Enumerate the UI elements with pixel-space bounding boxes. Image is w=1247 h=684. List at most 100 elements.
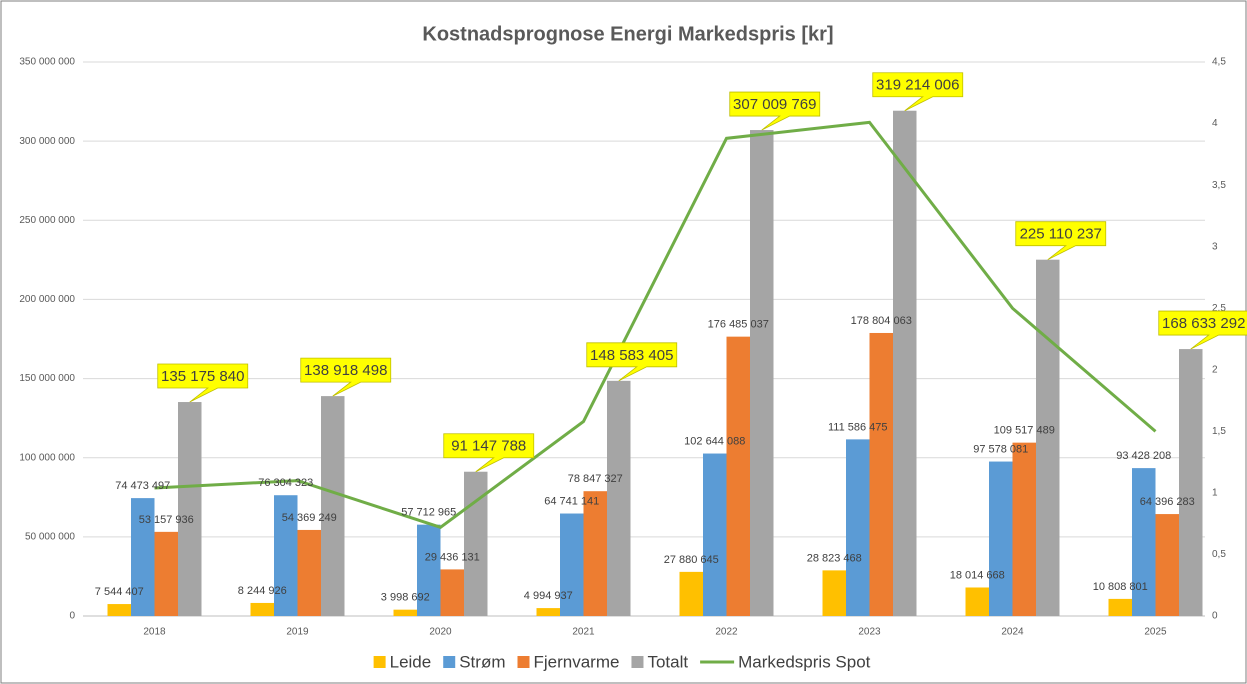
y2-tick-label: 2: [1212, 364, 1218, 375]
y2-tick-label: 1,5: [1212, 426, 1226, 437]
bar: [178, 402, 202, 616]
y2-tick-label: 0,5: [1212, 549, 1226, 560]
legend-label: Strøm: [459, 652, 505, 671]
data-label: 64 741 141: [544, 495, 599, 507]
bar: [536, 608, 560, 616]
bar: [703, 453, 727, 616]
data-label: 93 428 208: [1116, 450, 1171, 462]
bar: [1036, 259, 1060, 616]
legend-swatch: [517, 656, 530, 668]
y-tick-label: 150 000 000: [19, 373, 75, 384]
bar: [154, 531, 178, 616]
bar: [297, 529, 321, 616]
bar: [679, 571, 703, 616]
bar: [1108, 598, 1132, 616]
data-label: 97 578 081: [973, 443, 1028, 455]
legend-swatch: [631, 656, 644, 668]
data-label: 76 304 323: [258, 477, 313, 489]
y2-tick-label: 4: [1212, 118, 1218, 129]
callout: [157, 363, 249, 403]
x-tick-label: 2025: [1144, 627, 1167, 638]
data-label: 3 998 692: [381, 592, 430, 604]
line-series: [154, 120, 1157, 530]
bar: [846, 439, 870, 616]
y-tick-label: 50 000 000: [25, 531, 75, 542]
callout: [872, 72, 964, 112]
y2-tick-label: 2,5: [1212, 303, 1226, 314]
y-tick-label: 250 000 000: [19, 215, 75, 226]
bar: [965, 587, 989, 616]
data-label: 4 994 937: [524, 590, 573, 602]
callout: [300, 357, 392, 397]
callout: [1158, 310, 1247, 350]
x-tick-label: 2019: [286, 627, 309, 638]
data-label: 53 157 936: [139, 514, 194, 526]
bar: [274, 495, 298, 616]
x-tick-label: 2020: [429, 627, 452, 638]
data-label: 138 918 498: [304, 362, 387, 379]
bar: [107, 604, 131, 616]
bar: [726, 336, 750, 616]
bar: [321, 396, 345, 616]
legend-swatch: [373, 656, 386, 668]
data-label: 7 544 407: [95, 586, 144, 598]
data-label: 54 369 249: [282, 512, 337, 524]
callout: [443, 433, 535, 473]
legend-swatch: [443, 656, 456, 668]
x-tick-label: 2022: [715, 627, 738, 638]
legend-label: Fjernvarme: [534, 652, 620, 671]
bar: [560, 513, 584, 616]
y-tick-label: 200 000 000: [19, 294, 75, 305]
data-label: 10 808 801: [1093, 581, 1148, 593]
bar: [131, 498, 155, 616]
callout: [1015, 221, 1107, 261]
data-label: 29 436 131: [425, 551, 480, 563]
data-label: 319 214 006: [876, 77, 959, 94]
bar: [440, 569, 464, 616]
y2-tick-label: 0: [1212, 611, 1218, 622]
bar: [1132, 468, 1156, 616]
data-label: 27 880 645: [664, 554, 719, 566]
legend-label: Markedspris Spot: [738, 652, 871, 671]
data-label: 176 485 037: [708, 319, 769, 331]
y-tick-label: 350 000 000: [19, 57, 75, 68]
data-label: 74 473 497: [115, 480, 170, 492]
legend-label: Leide: [390, 652, 432, 671]
y2-tick-label: 1: [1212, 488, 1218, 499]
data-label: 225 110 237: [1020, 226, 1102, 243]
bar: [607, 380, 631, 616]
y2-tick-label: 4,5: [1212, 57, 1226, 68]
data-label: 307 009 769: [733, 96, 816, 113]
data-label: 148 583 405: [590, 347, 673, 364]
bar: [1012, 442, 1036, 616]
bar: [250, 602, 274, 616]
legend-label: Totalt: [647, 652, 688, 671]
data-label: 102 644 088: [684, 435, 745, 447]
callout: [586, 342, 678, 382]
data-label: 8 244 926: [238, 585, 287, 597]
x-tick-label: 2024: [1001, 627, 1024, 638]
bar: [750, 130, 774, 616]
data-label: 28 823 468: [807, 552, 862, 564]
y2-tick-label: 3,5: [1212, 180, 1226, 191]
data-label: 111 586 475: [828, 421, 888, 433]
data-label: 109 517 489: [994, 425, 1055, 437]
bar: [989, 461, 1013, 616]
bar: [869, 332, 893, 616]
x-tick-label: 2018: [143, 627, 166, 638]
data-label: 78 847 327: [568, 473, 623, 485]
data-label: 178 804 063: [851, 315, 912, 327]
x-tick-label: 2023: [858, 627, 881, 638]
bar: [417, 524, 441, 616]
bar: [893, 110, 917, 616]
data-label: 18 014 668: [950, 569, 1005, 581]
data-label: 57 712 965: [401, 507, 456, 519]
data-label: 168 633 292: [1162, 315, 1245, 332]
chart-title: Kostnadsprognose Energi Markedspris [kr]: [422, 23, 833, 45]
x-tick-label: 2021: [572, 627, 595, 638]
y2-tick-label: 3: [1212, 241, 1218, 252]
y-tick-label: 100 000 000: [19, 452, 75, 463]
bar: [822, 570, 846, 616]
data-label: 64 396 283: [1140, 496, 1195, 508]
